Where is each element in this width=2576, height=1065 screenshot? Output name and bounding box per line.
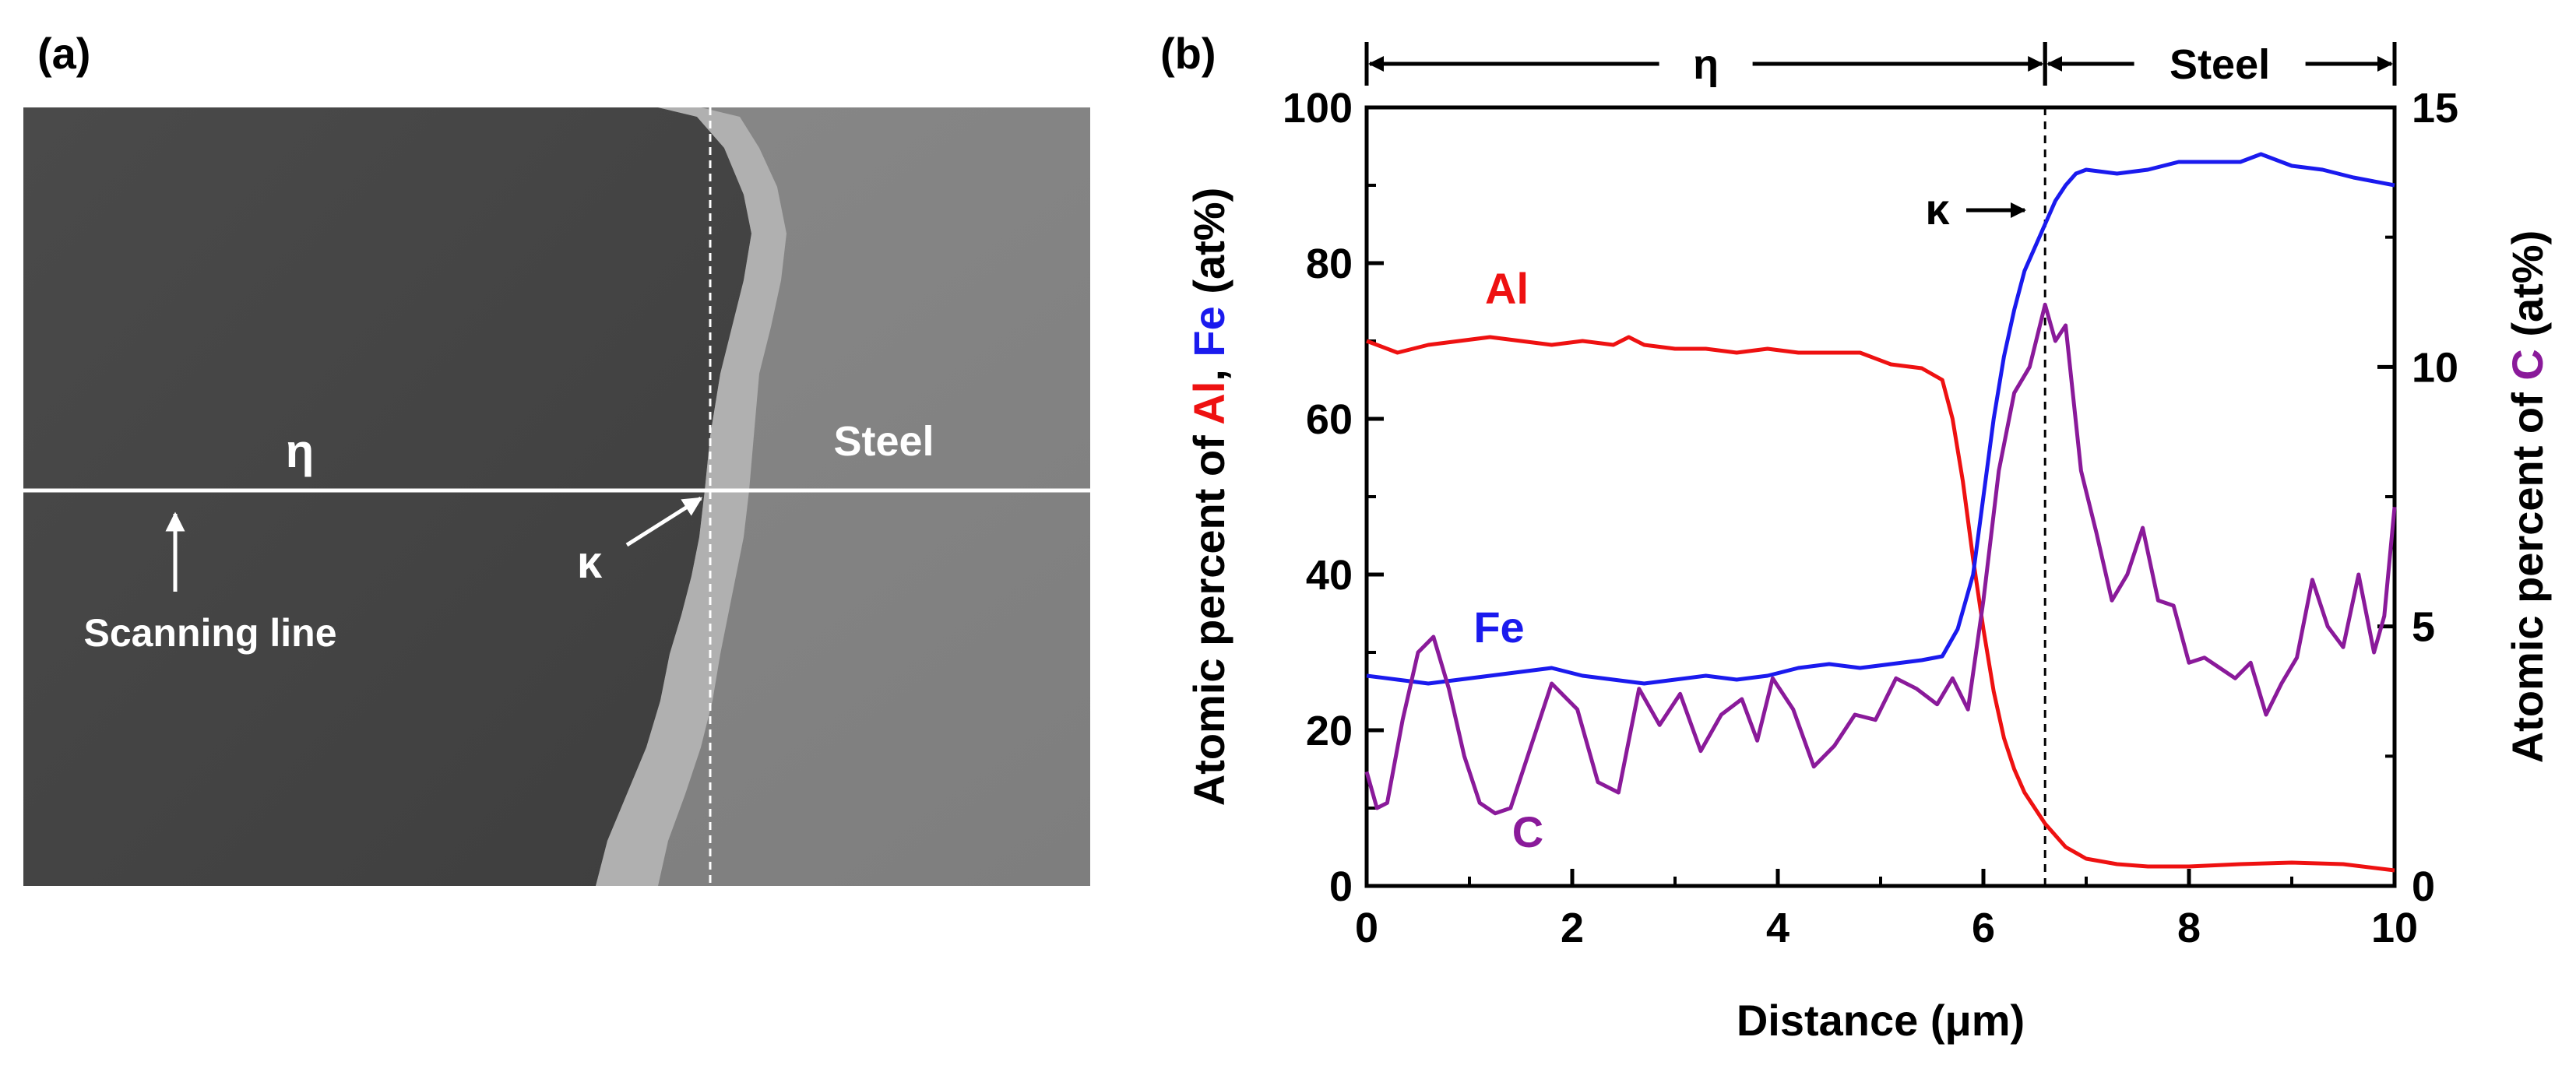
steel-label: Steel [833, 418, 934, 465]
x-tick-label: 8 [2177, 905, 2201, 951]
x-tick-label: 0 [1355, 905, 1378, 951]
annot-c: C [1512, 807, 1543, 856]
series-layer [1364, 107, 2397, 886]
y-tick-label: 60 [1306, 396, 1353, 443]
y-right-tick-label: 10 [2412, 344, 2458, 391]
x-tick-label: 10 [2371, 905, 2418, 951]
panel-a-label: (a) [37, 29, 90, 78]
series-line-al [1366, 335, 2395, 873]
y-right-tick-label: 5 [2412, 604, 2435, 651]
y-tick-label: 40 [1306, 552, 1353, 599]
y-axis-label-left: Atomic percent of Al, Fe (at%) [1184, 188, 1233, 806]
y-axis-label-right: Atomic percent of C (at%) [2503, 230, 2552, 764]
y-tick-label: 20 [1306, 708, 1353, 754]
y-axis-right: 0 5 10 15 [2377, 85, 2458, 910]
x-axis-label: Distance (μm) [1737, 996, 2025, 1045]
y-right-tick-label: 0 [2412, 863, 2435, 910]
axis-title-part: , [1184, 357, 1233, 381]
axis-title-part: Al [1184, 381, 1233, 425]
sem-eta-region [23, 107, 751, 886]
axis-title-part: C [2503, 349, 2552, 380]
panel-a: (a) η Steel Scanning line κ [23, 29, 1090, 886]
y-axis-left: 0 20 40 60 80 100 [1283, 85, 1384, 910]
annot-al: Al [1485, 264, 1529, 313]
x-axis: 0 2 4 6 8 10 [1355, 869, 2418, 951]
series-line-c [1364, 302, 2397, 816]
series-line-fe [1366, 152, 2395, 686]
kappa-label-b: κ [1925, 185, 1950, 234]
annot-fe: Fe [1473, 603, 1524, 652]
axis-title-part: (at%) [2503, 230, 2552, 349]
x-tick-label: 4 [1766, 905, 1789, 951]
panel-b-label: (b) [1160, 29, 1216, 78]
kappa-label-a: κ [577, 537, 603, 588]
eta-label: η [286, 425, 315, 477]
plot-frame [1364, 105, 2397, 888]
sem-kappa-band [596, 107, 787, 886]
axis-title-part: Fe [1184, 306, 1233, 357]
region-label: Steel [2170, 41, 2270, 88]
region-label: η [1693, 41, 1719, 88]
panel-b: (b) 0 2 4 6 8 10 0 20 40 60 80 100 0 5 10 15 η Steel D… [1160, 29, 2552, 1045]
x-tick-label: 2 [1561, 905, 1584, 951]
axis-title-part: Atomic percent of [2503, 381, 2552, 764]
scan-line-label: Scanning line [83, 611, 336, 655]
kappa-arrow [625, 496, 703, 547]
x-tick-label: 6 [1972, 905, 1995, 951]
axis-title-part: Atomic percent of [1184, 425, 1233, 807]
axis-title-part: (at%) [1184, 188, 1233, 306]
y-tick-label: 80 [1306, 241, 1353, 287]
y-right-tick-label: 15 [2412, 85, 2458, 132]
region-brackets: η Steel [1364, 41, 2397, 88]
y-tick-label: 0 [1329, 863, 1353, 910]
y-tick-label: 100 [1283, 85, 1353, 132]
